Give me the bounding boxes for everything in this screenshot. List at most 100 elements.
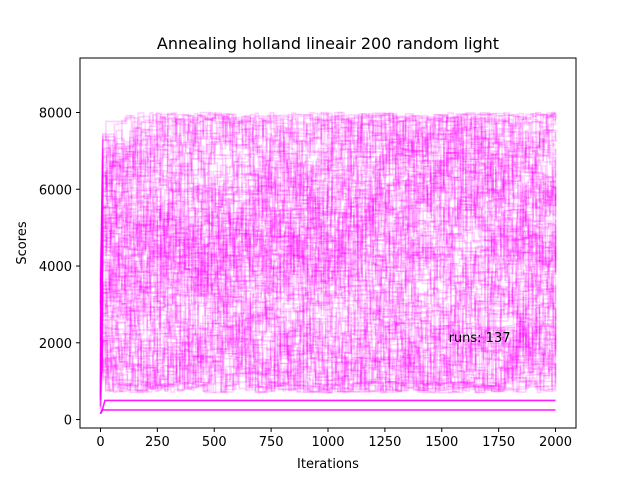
chart-title: Annealing holland lineair 200 random lig… xyxy=(157,34,499,53)
x-tick-label: 1000 xyxy=(311,435,344,450)
run-line xyxy=(99,272,557,393)
run-line xyxy=(99,111,556,304)
run-line xyxy=(99,112,556,303)
run-line xyxy=(99,187,557,393)
run-line xyxy=(99,112,556,329)
run-line xyxy=(99,220,557,384)
run-line xyxy=(99,112,557,344)
run-line xyxy=(99,247,557,382)
run-line xyxy=(99,286,556,393)
run-line xyxy=(99,115,557,409)
run-line xyxy=(99,111,557,330)
run-line xyxy=(99,191,557,392)
run-line xyxy=(99,121,556,289)
run-line xyxy=(99,112,556,339)
run-line xyxy=(99,112,557,391)
run-line xyxy=(99,112,557,365)
run-line xyxy=(99,118,556,324)
run-line xyxy=(99,142,557,371)
x-tick-label: 1500 xyxy=(425,435,458,450)
run-line xyxy=(99,221,557,372)
run-line xyxy=(99,112,557,353)
run-line xyxy=(99,278,557,398)
run-line xyxy=(99,121,557,388)
run-line xyxy=(99,254,557,393)
run-line xyxy=(99,116,557,355)
run-line xyxy=(99,265,556,393)
run-line xyxy=(99,170,556,346)
run-line xyxy=(99,160,556,344)
run-line xyxy=(99,179,556,394)
run-line xyxy=(99,114,557,343)
run-line xyxy=(99,114,556,384)
run-line xyxy=(99,236,556,392)
run-line xyxy=(99,112,557,377)
run-line xyxy=(99,113,556,380)
run-line xyxy=(99,216,557,313)
run-line xyxy=(99,146,556,407)
run-line xyxy=(99,308,556,394)
run-line xyxy=(99,262,556,392)
run-line xyxy=(99,177,557,392)
x-axis-ticks: 0 250 500 750 1000 1250 1500 1750 2000 xyxy=(96,428,572,450)
run-line xyxy=(99,120,556,406)
run-line xyxy=(99,201,557,379)
run-line xyxy=(99,202,557,387)
run-line xyxy=(99,116,557,293)
run-line xyxy=(99,150,556,315)
run-line xyxy=(99,113,557,401)
run-line xyxy=(99,112,556,379)
run-line xyxy=(99,113,557,324)
x-axis-label: Iterations xyxy=(297,457,359,472)
run-line xyxy=(99,279,556,394)
run-line xyxy=(99,131,557,340)
run-line xyxy=(99,171,556,275)
y-tick-label: 6000 xyxy=(39,183,72,198)
x-tick-label: 250 xyxy=(145,435,170,450)
y-tick-label: 2000 xyxy=(39,337,72,352)
run-line xyxy=(99,146,557,384)
x-tick-label: 1250 xyxy=(368,435,401,450)
run-line xyxy=(99,115,557,393)
run-line xyxy=(99,209,556,407)
run-line xyxy=(99,177,557,400)
run-line xyxy=(99,165,556,386)
run-line xyxy=(99,261,557,412)
run-line xyxy=(99,220,557,388)
run-line xyxy=(99,117,556,341)
run-line xyxy=(99,112,556,362)
run-line xyxy=(99,116,557,335)
run-line xyxy=(99,312,556,392)
run-line xyxy=(99,185,557,392)
run-line xyxy=(99,130,556,362)
run-line xyxy=(99,275,557,393)
run-line xyxy=(99,260,557,394)
run-line xyxy=(99,114,556,401)
run-line xyxy=(99,222,556,393)
y-axis-ticks: 0 2000 4000 6000 8000 xyxy=(39,107,80,429)
run-line xyxy=(99,123,557,364)
run-line xyxy=(99,269,557,393)
run-line xyxy=(99,157,557,394)
run-line xyxy=(99,111,557,395)
run-line xyxy=(99,211,557,393)
x-tick-label: 2000 xyxy=(539,435,572,450)
run-line xyxy=(99,266,557,393)
run-line xyxy=(99,114,556,340)
run-line xyxy=(99,112,556,267)
run-line xyxy=(99,120,556,377)
run-line xyxy=(99,182,557,400)
run-line xyxy=(99,112,557,309)
run-line xyxy=(99,150,557,321)
run-line xyxy=(99,301,557,394)
run-line xyxy=(99,210,556,410)
run-line xyxy=(99,178,557,285)
run-line xyxy=(99,190,556,400)
run-line xyxy=(99,113,556,366)
x-tick-label: 750 xyxy=(259,435,284,450)
run-line xyxy=(99,182,557,405)
run-line xyxy=(99,263,556,393)
run-line xyxy=(99,272,557,394)
run-line xyxy=(99,240,557,393)
